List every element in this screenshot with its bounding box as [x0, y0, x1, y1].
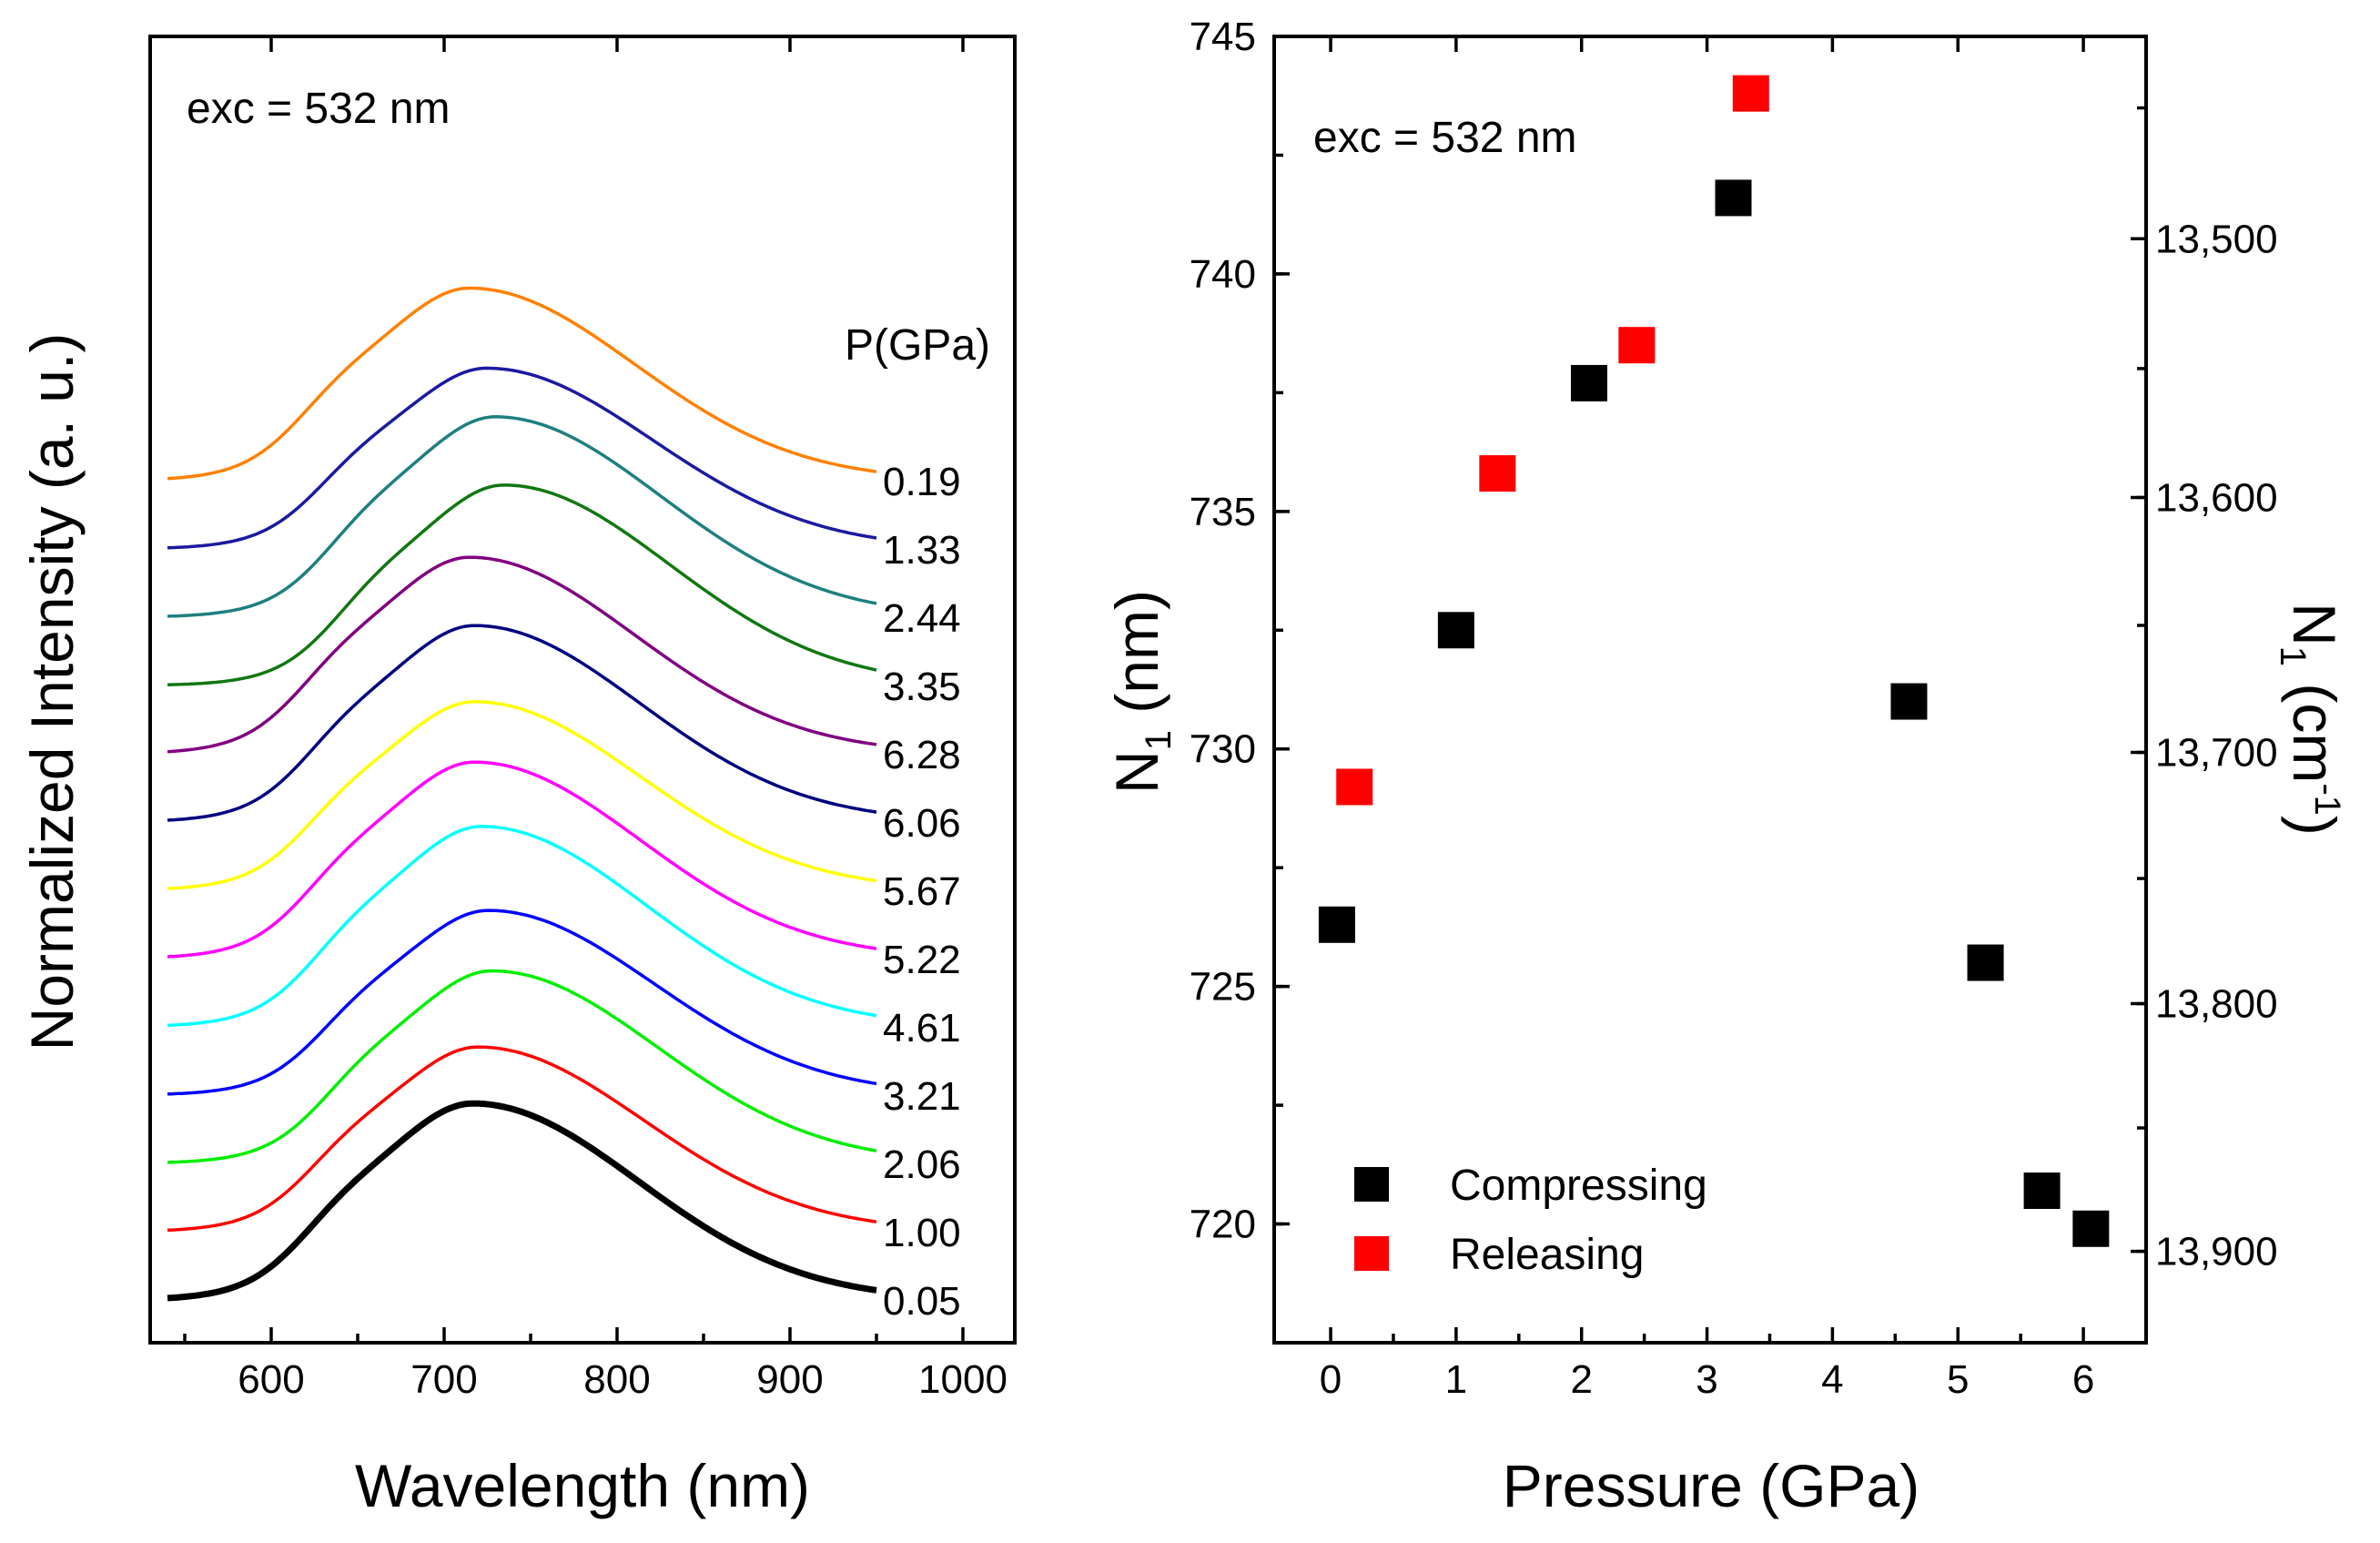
point-compressing — [1715, 179, 1752, 217]
scatter-y-tick-label: 740 — [1190, 252, 1256, 297]
scatter-points — [1318, 75, 2110, 1247]
spectra-x-axis-label: Wavelength (nm) — [355, 1452, 810, 1519]
scatter-y-tick-label: 720 — [1190, 1203, 1256, 1247]
y-label-main: N — [1103, 750, 1170, 794]
scatter-y-tick-label: 735 — [1190, 490, 1256, 534]
spectra-plot-frame — [148, 35, 1017, 1345]
scatter-y2-tick-label: 13,600 — [2155, 475, 2278, 520]
scatter-y-tick-label: 745 — [1190, 15, 1256, 59]
legend-label-compressing: Compressing — [1450, 1162, 1707, 1210]
spectrum-line-4.61 — [167, 825, 877, 1028]
point-releasing — [1732, 75, 1769, 112]
point-compressing — [1967, 944, 2004, 981]
spectra-panel: 600 700 800 900 1000 0.19 1.33 2.44 3.35 6.28 6.0… — [18, 35, 1017, 1519]
legend-marker-releasing — [1354, 1236, 1389, 1271]
spectrum-line-3.21 — [167, 909, 877, 1096]
spectrum-pressure-label: 0.05 — [883, 1279, 961, 1324]
spectrum-pressure-label: 0.19 — [883, 460, 961, 504]
spectra-annotation: exc = 532 nm — [187, 85, 451, 133]
point-compressing — [2023, 1172, 2061, 1210]
spectrum-pressure-label: 5.67 — [883, 869, 961, 914]
scatter-plot-frame — [1272, 35, 2148, 1345]
spectrum-line-3.35 — [167, 483, 877, 686]
spectra-x-tick-label: 800 — [583, 1357, 650, 1402]
y2-label-unit: (cm — [2281, 666, 2348, 783]
spectrum-line-1.33 — [167, 366, 877, 550]
scatter-legend: Compressing Releasing — [1354, 1162, 1707, 1279]
point-releasing — [1336, 768, 1373, 806]
spectrum-line-0.19 — [167, 286, 877, 481]
y2-label-main: N — [2281, 603, 2348, 646]
spectrum-pressure-label: 1.33 — [883, 528, 961, 573]
spectrum-pressure-label: 2.44 — [883, 596, 961, 641]
spectrum-pressure-label: 4.61 — [883, 1006, 961, 1051]
point-compressing — [1570, 364, 1607, 401]
spectrum-pressure-label: 6.28 — [883, 733, 961, 777]
spectra-curve-labels: 0.19 1.33 2.44 3.35 6.28 6.06 5.67 5.22 4.61 3.21… — [883, 460, 961, 1324]
legend-label-releasing: Releasing — [1450, 1231, 1644, 1279]
point-compressing — [2072, 1210, 2110, 1247]
y2-label-sub: 1 — [2273, 646, 2313, 666]
scatter-y-tick-label: 725 — [1190, 965, 1256, 1010]
scatter-y2-tick-label: 13,500 — [2155, 217, 2278, 261]
scatter-y2-tick-label: 13,900 — [2155, 1230, 2278, 1274]
scatter-x-tick-label: 1 — [1445, 1357, 1467, 1402]
scatter-x-ticks: 0 1 2 3 4 5 6 — [1320, 36, 2148, 1402]
spectrum-line-6.06 — [167, 624, 877, 822]
y2-label-close: ) — [2281, 816, 2348, 836]
scatter-x-tick-label: 6 — [2072, 1357, 2094, 1402]
spectra-x-tick-label: 600 — [238, 1357, 304, 1402]
scatter-x-tick-label: 2 — [1570, 1357, 1592, 1402]
y-label-unit: (nm) — [1103, 590, 1170, 730]
scatter-x-axis-label: Pressure (GPa) — [1503, 1452, 1919, 1519]
spectrum-pressure-label: 3.35 — [883, 665, 961, 709]
spectrum-line-6.28 — [167, 555, 877, 754]
spectra-y-axis-label: Normalized Intensity (a. u.) — [18, 333, 86, 1051]
scatter-y2-ticks: 13,500 13,600 13,700 13,800 13,900 — [2131, 106, 2278, 1274]
spectrum-pressure-label: 5.22 — [883, 938, 961, 982]
spectra-x-tick-label: 700 — [410, 1357, 477, 1402]
spectrum-line-2.44 — [167, 415, 877, 618]
spectrum-pressure-label: 1.00 — [883, 1211, 961, 1255]
point-compressing — [1437, 612, 1474, 649]
spectrum-pressure-label: 3.21 — [883, 1074, 961, 1119]
point-releasing — [1618, 327, 1656, 364]
spectrum-pressure-label: 2.06 — [883, 1142, 961, 1187]
spectra-x-ticks: 600 700 800 900 1000 — [183, 36, 1008, 1402]
point-compressing — [1890, 683, 1928, 720]
y-label-sub: 1 — [1139, 730, 1179, 750]
spectra-curves — [167, 286, 877, 1302]
point-compressing — [1318, 906, 1355, 943]
scatter-y2-tick-label: 13,800 — [2155, 982, 2278, 1027]
scatter-x-tick-label: 0 — [1320, 1357, 1342, 1402]
scatter-x-tick-label: 4 — [1821, 1357, 1843, 1402]
y2-label-sup: -1 — [2307, 783, 2347, 816]
spectrum-pressure-label: 6.06 — [883, 801, 961, 846]
scatter-y2-axis-label: N1 (cm-1) — [2273, 603, 2348, 836]
legend-marker-compressing — [1354, 1167, 1389, 1202]
scatter-x-tick-label: 3 — [1696, 1357, 1717, 1402]
scatter-y-axis-label: N1 (nm) — [1103, 590, 1179, 794]
spectrum-line-5.67 — [167, 700, 877, 890]
scatter-x-tick-label: 5 — [1947, 1357, 1969, 1402]
scatter-y2-tick-label: 13,700 — [2155, 731, 2278, 776]
point-releasing — [1479, 455, 1516, 492]
spectra-x-tick-label: 900 — [756, 1357, 823, 1402]
scatter-y-ticks: 720 725 730 735 740 745 — [1190, 15, 1290, 1345]
spectrum-line-1.00 — [167, 1045, 877, 1233]
spectrum-line-5.22 — [167, 760, 877, 959]
scatter-y-tick-label: 730 — [1190, 727, 1256, 772]
spectrum-line-0.05 — [167, 1100, 877, 1302]
spectra-legend-title: P(GPa) — [845, 321, 990, 370]
spectrum-line-2.06 — [167, 969, 877, 1164]
scatter-annotation: exc = 532 nm — [1313, 114, 1577, 162]
spectra-x-tick-label: 1000 — [918, 1357, 1008, 1402]
